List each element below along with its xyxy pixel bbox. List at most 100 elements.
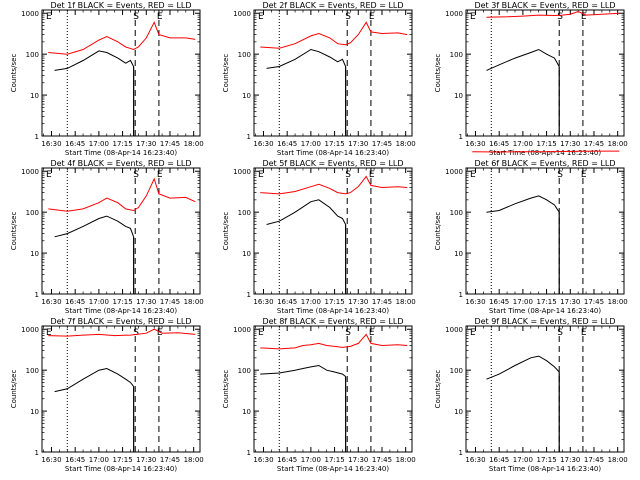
x-tick-label: 17:00 (89, 140, 109, 148)
x-tick-label: 16:30 (41, 298, 61, 306)
detector-panel-1: Det 1f BLACK = Events, RED = LLD 1 10 100 10… (10, 1, 204, 157)
s-marker-label: S (133, 328, 139, 338)
y-tick-label: 1 (247, 449, 251, 457)
series-line-events (54, 367, 134, 393)
e-marker-label: E (46, 328, 52, 338)
x-axis-label: Start Time (08-Apr-14 16:23:40) (489, 149, 601, 157)
e-marker-label: E (470, 170, 476, 180)
x-tick-label: 16:30 (253, 456, 273, 464)
y-tick-label: 100 (238, 367, 251, 375)
detector-panel-7: Det 7f BLACK = Events, RED = LLD 1 10 100 10… (10, 317, 204, 473)
x-tick-label: 17:45 (584, 298, 604, 306)
x-tick-label: 16:30 (41, 140, 61, 148)
x-tick-label: 17:45 (372, 298, 392, 306)
y-tick-label: 100 (238, 209, 251, 217)
x-axis-label: Start Time (08-Apr-14 16:23:40) (277, 149, 389, 157)
x-tick-label: 17:45 (160, 298, 180, 306)
y-tick-label: 10 (30, 408, 39, 416)
x-axis-label: Start Time (08-Apr-14 16:23:40) (65, 149, 177, 157)
detector-panel-6: Det 6f BLACK = Events, RED = LLD 1 10 100 10… (434, 150, 628, 315)
x-tick-label: 18:00 (396, 298, 416, 306)
series-line-events (260, 364, 346, 377)
x-tick-label: 17:00 (89, 298, 109, 306)
x-tick-label: 17:45 (160, 456, 180, 464)
series-line-events (486, 195, 560, 213)
plot-frame (253, 167, 413, 295)
x-tick-label: 17:15 (112, 140, 132, 148)
detector-panel-4: Det 4f BLACK = Events, RED = LLD 1 10 100 10… (10, 159, 204, 315)
x-tick-label: 17:30 (348, 298, 368, 306)
e-marker-label: E (258, 170, 264, 180)
x-tick-label: 16:45 (65, 140, 85, 148)
y-tick-label: 1 (247, 133, 251, 141)
detector-panel-2: Det 2f BLACK = Events, RED = LLD 1 10 100 10… (222, 1, 416, 157)
e-marker-label: E (258, 12, 264, 22)
x-tick-label: 17:45 (584, 140, 604, 148)
e-marker-label: E (581, 328, 587, 338)
e-marker-label: E (46, 170, 52, 180)
y-axis-label: Counts/sec (434, 54, 442, 93)
s-marker-label: S (345, 328, 351, 338)
plot-frame (465, 325, 625, 453)
series-line-lld (260, 175, 408, 195)
x-tick-label: 16:45 (65, 456, 85, 464)
y-axis-label: Counts/sec (222, 370, 230, 409)
x-tick-label: 17:45 (372, 140, 392, 148)
y-tick-label: 1 (35, 449, 39, 457)
y-tick-label: 1000 (445, 10, 463, 18)
x-tick-label: 17:15 (112, 456, 132, 464)
detector-panel-9: Det 9f BLACK = Events, RED = LLD 1 10 100 10… (434, 317, 628, 473)
x-tick-label: 17:00 (513, 456, 533, 464)
s-marker-label: S (133, 170, 139, 180)
y-tick-label: 1000 (21, 10, 39, 18)
x-tick-label: 17:15 (536, 298, 556, 306)
y-tick-label: 10 (242, 408, 251, 416)
x-tick-label: 17:00 (301, 140, 321, 148)
x-tick-label: 16:45 (277, 140, 297, 148)
x-tick-label: 17:15 (112, 298, 132, 306)
detector-panel-8: Det 8f BLACK = Events, RED = LLD 1 10 100 10… (222, 317, 416, 473)
y-tick-label: 1000 (233, 10, 251, 18)
y-tick-label: 1000 (445, 168, 463, 176)
plot-frame (465, 167, 625, 295)
y-tick-label: 100 (26, 209, 39, 217)
y-tick-label: 100 (450, 367, 463, 375)
x-tick-label: 17:00 (513, 298, 533, 306)
x-axis-label: Start Time (08-Apr-14 16:23:40) (65, 465, 177, 473)
x-tick-label: 17:30 (136, 456, 156, 464)
e-marker-label: E (46, 12, 52, 22)
y-tick-label: 1000 (21, 326, 39, 334)
y-tick-label: 1 (35, 291, 39, 299)
x-axis-label: Start Time (08-Apr-14 16:23:40) (277, 465, 389, 473)
y-tick-label: 1000 (233, 168, 251, 176)
series-line-lld (472, 150, 620, 153)
x-tick-label: 17:15 (324, 298, 344, 306)
y-axis-label: Counts/sec (434, 212, 442, 251)
x-tick-label: 16:30 (465, 298, 485, 306)
e-marker-label: E (157, 328, 163, 338)
x-tick-label: 17:00 (301, 456, 321, 464)
x-tick-label: 17:45 (584, 456, 604, 464)
detector-panel-3: Det 3f BLACK = Events, RED = LLD 1 10 100 10… (434, 1, 628, 157)
x-tick-label: 16:30 (253, 298, 273, 306)
x-tick-label: 17:45 (372, 456, 392, 464)
y-tick-label: 1000 (233, 326, 251, 334)
y-axis-label: Counts/sec (222, 54, 230, 93)
x-tick-label: 17:30 (348, 456, 368, 464)
x-axis-label: Start Time (08-Apr-14 16:23:40) (65, 307, 177, 315)
x-tick-label: 17:00 (89, 456, 109, 464)
detector-panel-5: Det 5f BLACK = Events, RED = LLD 1 10 100 10… (222, 159, 416, 315)
x-tick-label: 16:30 (41, 456, 61, 464)
y-tick-label: 100 (450, 209, 463, 217)
series-line-events (486, 48, 560, 71)
x-tick-label: 17:00 (513, 140, 533, 148)
y-axis-label: Counts/sec (10, 54, 18, 93)
panel-title: Det 4f BLACK = Events, RED = LLD (50, 159, 191, 168)
y-tick-label: 1 (247, 291, 251, 299)
panel-title: Det 7f BLACK = Events, RED = LLD (50, 317, 191, 326)
x-tick-label: 17:00 (301, 298, 321, 306)
y-tick-label: 1000 (21, 168, 39, 176)
panel-title: Det 8f BLACK = Events, RED = LLD (262, 317, 403, 326)
x-axis-label: Start Time (08-Apr-14 16:23:40) (277, 307, 389, 315)
y-tick-label: 1000 (445, 326, 463, 334)
